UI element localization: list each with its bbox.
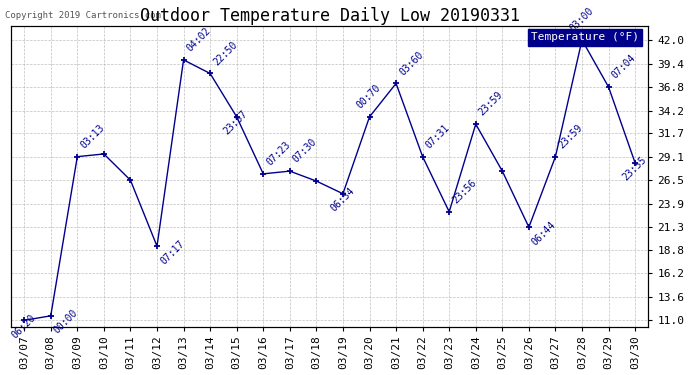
Text: Temperature (°F): Temperature (°F) [531, 33, 639, 42]
Text: 06:44: 06:44 [530, 219, 558, 247]
Text: 22:50: 22:50 [211, 39, 239, 67]
Text: 07:31: 07:31 [424, 123, 452, 150]
Text: 00:70: 00:70 [355, 83, 383, 111]
Text: 07:23: 07:23 [264, 140, 293, 168]
Text: 23:56: 23:56 [451, 178, 478, 206]
Text: Copyright 2019 Cartronics.com: Copyright 2019 Cartronics.com [5, 11, 160, 20]
Text: 06:20: 06:20 [10, 312, 37, 340]
Text: 03:00: 03:00 [567, 6, 595, 34]
Text: 06:34: 06:34 [328, 186, 356, 214]
Text: 04:02: 04:02 [185, 26, 213, 54]
Text: 23:55: 23:55 [620, 155, 649, 183]
Text: 07:17: 07:17 [158, 238, 186, 266]
Text: 03:13: 03:13 [79, 123, 106, 150]
Text: 03:60: 03:60 [397, 49, 425, 77]
Text: 07:04: 07:04 [610, 53, 638, 81]
Text: 00:00: 00:00 [52, 308, 80, 336]
Text: 23:59: 23:59 [557, 123, 584, 150]
Text: 23:59: 23:59 [477, 90, 505, 118]
Title: Outdoor Temperature Daily Low 20190331: Outdoor Temperature Daily Low 20190331 [139, 7, 520, 25]
Text: 07:30: 07:30 [291, 137, 319, 165]
Text: 23:57: 23:57 [222, 109, 250, 137]
